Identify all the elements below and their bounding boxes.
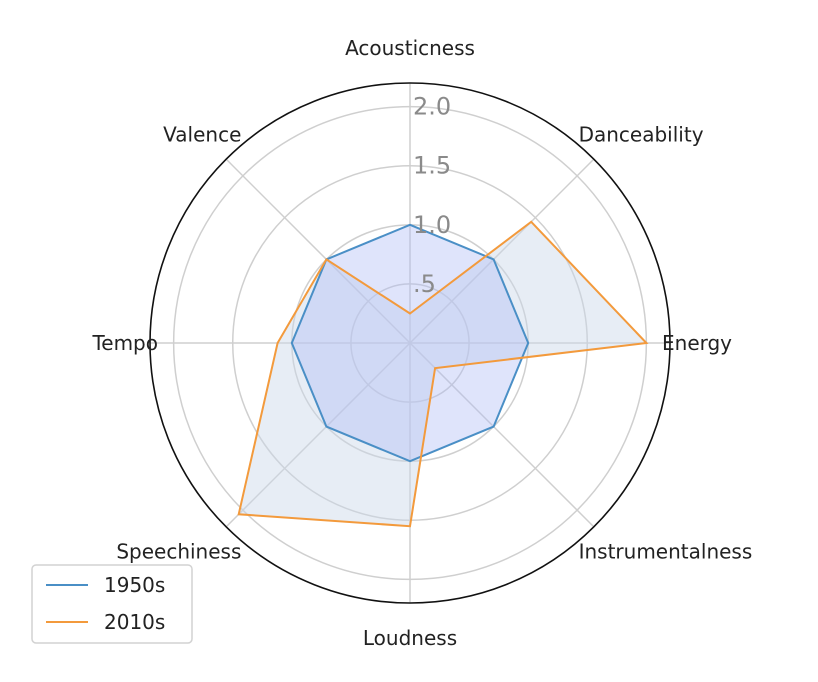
radial-tick-labels: .5 1.0 1.5 2.0	[413, 93, 451, 298]
legend-label-1: 2010s	[104, 610, 165, 634]
legend-label-0: 1950s	[104, 573, 165, 597]
spoke-1	[409, 158, 595, 344]
outer-frame	[149, 82, 671, 604]
axis-label-5: Speechiness	[116, 540, 241, 564]
legend: 1950s 2010s	[31, 564, 193, 644]
radar-series	[237, 220, 649, 528]
axis-label-6: Tempo	[91, 331, 158, 355]
rtick-label-3: 2.0	[413, 93, 451, 121]
series-line-1	[237, 220, 649, 528]
axis-label-7: Valence	[163, 122, 241, 146]
rtick-label-1: 1.0	[413, 211, 451, 239]
axis-label-4: Loudness	[363, 626, 457, 650]
axis-label-1: Danceability	[579, 122, 704, 146]
spoke-7	[225, 158, 411, 344]
axis-label-3: Instrumentalness	[579, 540, 753, 564]
series-fill-0	[291, 224, 529, 462]
axis-labels: Acousticness Danceability Energy Instrument…	[91, 36, 752, 650]
rtick-label-2: 1.5	[413, 152, 451, 180]
series-fill-1	[238, 221, 647, 527]
spoke-3	[409, 342, 595, 528]
series-line-0	[290, 223, 530, 463]
axis-label-0: Acousticness	[345, 36, 475, 60]
spoke-5	[225, 342, 411, 528]
rtick-label-0: .5	[413, 270, 436, 298]
axis-label-2: Energy	[662, 331, 732, 355]
